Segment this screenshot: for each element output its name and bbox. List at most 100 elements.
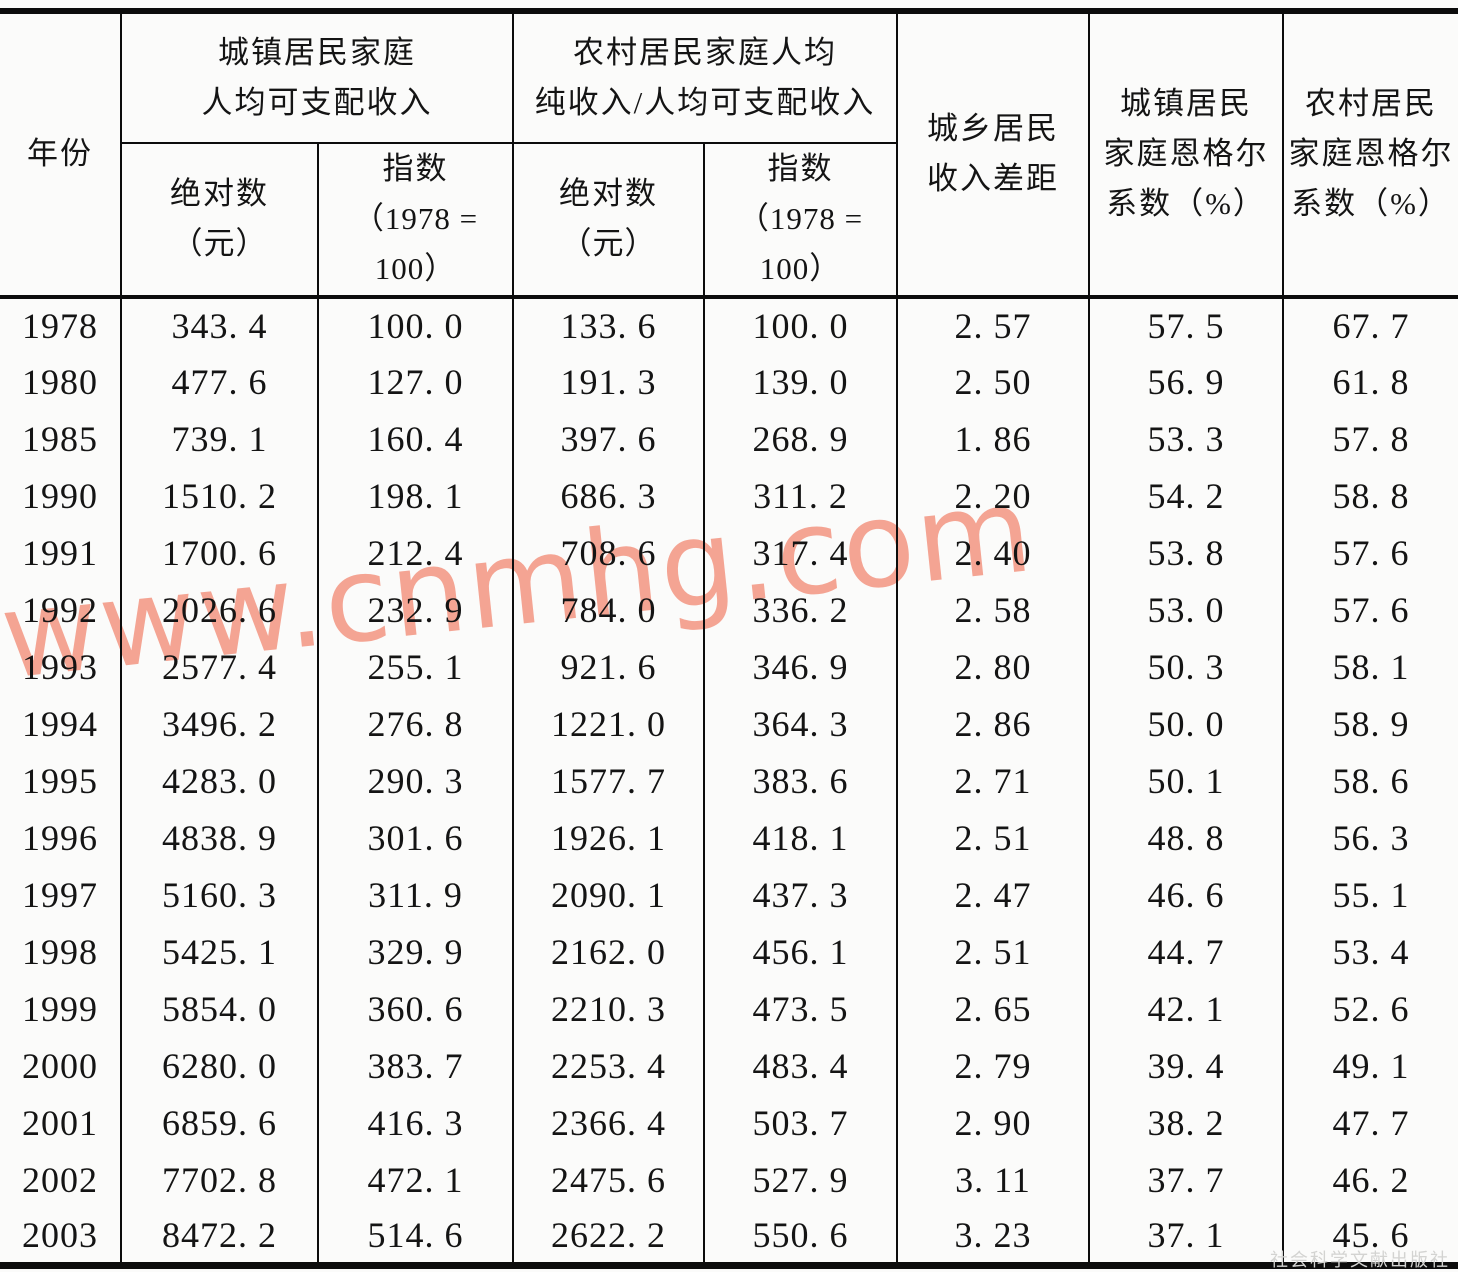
table-row: 1997 5160. 3 311. 9 2090. 1 437. 3 2. 47 46. 6… [0,866,1458,924]
header-line: （1978 = 100） [352,201,479,287]
table-row: 2002 7702. 8 472. 1 2475. 6 527. 9 3. 11 37. 7… [0,1151,1458,1209]
income-statistics-table: 年份 城镇居民家庭 人均可支配收入 农村居民家庭人均 纯收入/人均可支配收入 城… [0,8,1458,1270]
cell-urban-index: 160. 4 [318,410,514,468]
cell-urban-engel: 53. 8 [1089,524,1284,582]
cell-urban-engel: 37. 7 [1089,1151,1284,1209]
cell-urban-engel: 44. 7 [1089,923,1284,981]
header-line: 指数 [767,151,834,186]
cell-urban-engel: 38. 2 [1089,1094,1284,1152]
cell-income-gap: 2. 57 [897,296,1090,354]
cell-rural-engel: 46. 2 [1332,1160,1410,1201]
cell-urban-engel: 48. 8 [1089,809,1284,867]
cell-rural-index: 346. 9 [704,638,898,696]
cell-rural-engel: 61. 8 [1332,362,1410,403]
cell-income-gap: 2. 20 [897,467,1090,525]
publisher-watermark: 社会科学文献出版社 [1270,1250,1450,1270]
cell-urban-absolute: 739. 1 [121,410,319,468]
cell-rural-absolute: 2366. 4 [513,1094,705,1152]
cell-urban-index: 514. 6 [318,1208,514,1266]
table-body: 1978 343. 4 100. 0 133. 6 100. 0 2. 57 57. 5 67… [0,296,1458,1266]
cell-year: 1994 [0,695,122,753]
cell-urban-index: 311. 9 [318,866,514,924]
cell-urban-engel: 39. 4 [1089,1037,1284,1095]
cell-urban-index: 416. 3 [318,1094,514,1152]
cell-year: 2002 [0,1151,122,1209]
cell-year: 2003 [0,1208,122,1266]
cell-rural-engel: 47. 7 [1332,1103,1410,1144]
cell-rural-absolute: 2090. 1 [513,866,705,924]
cell-rural-absolute: 2210. 3 [513,980,705,1038]
cell-urban-absolute: 2577. 4 [121,638,319,696]
cell-rural-index: 364. 3 [704,695,898,753]
cell-urban-index: 198. 1 [318,467,514,525]
cell-rural-absolute: 397. 6 [513,410,705,468]
cell-urban-absolute: 477. 6 [121,353,319,411]
cell-rural-index: 383. 6 [704,752,898,810]
cell-rural-engel: 55. 1 [1332,875,1410,916]
header-rural-income-group: 农村居民家庭人均 纯收入/人均可支配收入 [513,11,898,144]
table-row: 1998 5425. 1 329. 9 2162. 0 456. 1 2. 51 44. 7… [0,923,1458,981]
header-year-label: 年份 [27,136,93,172]
cell-rural-absolute: 133. 6 [513,296,705,354]
cell-urban-index: 329. 9 [318,923,514,981]
cell-income-gap: 2. 80 [897,638,1090,696]
cell-year: 1999 [0,980,122,1038]
table-row: 1980 477. 6 127. 0 191. 3 139. 0 2. 50 56. 9 61… [0,353,1458,411]
cell-rural-index: 139. 0 [704,353,898,411]
cell-year: 1991 [0,524,122,582]
cell-income-gap: 2. 40 [897,524,1090,582]
cell-urban-absolute: 6859. 6 [121,1094,319,1152]
header-line: 家庭恩格尔 [1288,136,1454,172]
cell-rural-engel: 58. 1 [1332,647,1410,688]
table-row: 1996 4838. 9 301. 6 1926. 1 418. 1 2. 51 48. 8… [0,809,1458,867]
cell-urban-absolute: 6280. 0 [121,1037,319,1095]
cell-rural-index: 550. 6 [704,1208,898,1266]
header-rural-index: 指数 （1978 = 100） [704,143,898,299]
header-line: 绝对数 [559,176,658,212]
cell-year: 1995 [0,752,122,810]
header-rural-engel: 农村居民 家庭恩格尔 系数（%） [1283,11,1458,299]
cell-urban-absolute: 3496. 2 [121,695,319,753]
cell-rural-absolute: 2253. 4 [513,1037,705,1095]
cell-income-gap: 2. 50 [897,353,1090,411]
table-row: 1995 4283. 0 290. 3 1577. 7 383. 6 2. 71 50. 1… [0,752,1458,810]
cell-urban-absolute: 4283. 0 [121,752,319,810]
cell-rural-absolute: 1577. 7 [513,752,705,810]
cell-rural-absolute: 921. 6 [513,638,705,696]
cell-rural-index: 418. 1 [704,809,898,867]
cell-rural-engel: 58. 8 [1332,476,1410,517]
cell-year: 1990 [0,467,122,525]
cell-urban-index: 232. 9 [318,581,514,639]
cell-income-gap: 2. 65 [897,980,1090,1038]
cell-rural-engel: 57. 6 [1332,590,1410,631]
header-line: 纯收入/人均可支配收入 [534,85,876,120]
header-rural-absolute: 绝对数 （元） [513,143,705,299]
cell-income-gap: 2. 71 [897,752,1090,810]
cell-rural-absolute: 191. 3 [513,353,705,411]
cell-income-gap: 2. 58 [897,581,1090,639]
header-line: 指数 [382,151,449,186]
cell-urban-engel: 57. 5 [1089,296,1284,354]
cell-urban-engel: 53. 0 [1089,581,1284,639]
cell-rural-engel: 58. 9 [1332,704,1410,745]
header-line: 系数（%） [1106,186,1266,222]
cell-rural-engel: 49. 1 [1332,1046,1410,1087]
table-row: 1992 2026. 6 232. 9 784. 0 336. 2 2. 58 53. 0 5… [0,581,1458,639]
cell-urban-absolute: 5425. 1 [121,923,319,981]
table-row: 2001 6859. 6 416. 3 2366. 4 503. 7 2. 90 38. 2… [0,1094,1458,1152]
cell-year: 2001 [0,1094,122,1152]
cell-income-gap: 1. 86 [897,410,1090,468]
cell-urban-absolute: 2026. 6 [121,581,319,639]
cell-income-gap: 2. 51 [897,809,1090,867]
cell-rural-index: 437. 3 [704,866,898,924]
cell-income-gap: 2. 90 [897,1094,1090,1152]
table-row: 1985 739. 1 160. 4 397. 6 268. 9 1. 86 53. 3 57… [0,410,1458,468]
cell-rural-index: 456. 1 [704,923,898,981]
cell-income-gap: 2. 79 [897,1037,1090,1095]
cell-urban-index: 383. 7 [318,1037,514,1095]
cell-rural-index: 268. 9 [704,410,898,468]
cell-rural-index: 527. 9 [704,1151,898,1209]
cell-urban-index: 212. 4 [318,524,514,582]
header-line: 绝对数 [170,176,269,212]
cell-rural-index: 100. 0 [704,296,898,354]
